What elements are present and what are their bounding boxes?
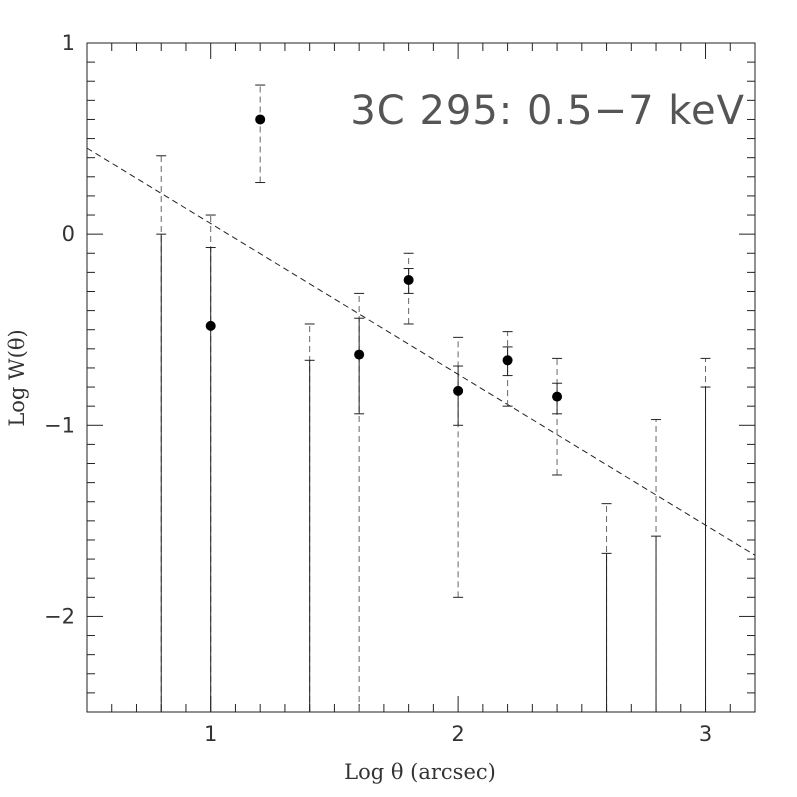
plot-frame [86, 42, 756, 713]
x-tick-label: 3 [699, 722, 712, 746]
fit-line [86, 147, 756, 556]
x-axis-label: Log θ (arcsec) [344, 760, 496, 784]
data-point [255, 114, 266, 125]
y-tick-label: 1 [62, 31, 75, 55]
data-point [453, 385, 464, 396]
y-tick-label: −2 [44, 604, 75, 628]
data-point [403, 275, 414, 286]
data-point [205, 320, 216, 331]
x-tick-label: 1 [204, 722, 217, 746]
y-tick-label: −1 [44, 413, 75, 437]
plot-annotation: 3C 295: 0.5−7 keV [350, 88, 745, 134]
data-point [552, 391, 563, 402]
x-tick-label: 2 [451, 722, 464, 746]
y-axis-label: Log W(θ) [5, 329, 29, 426]
y-tick-label: 0 [62, 222, 75, 246]
data-point [502, 355, 513, 366]
data-point [354, 349, 365, 360]
